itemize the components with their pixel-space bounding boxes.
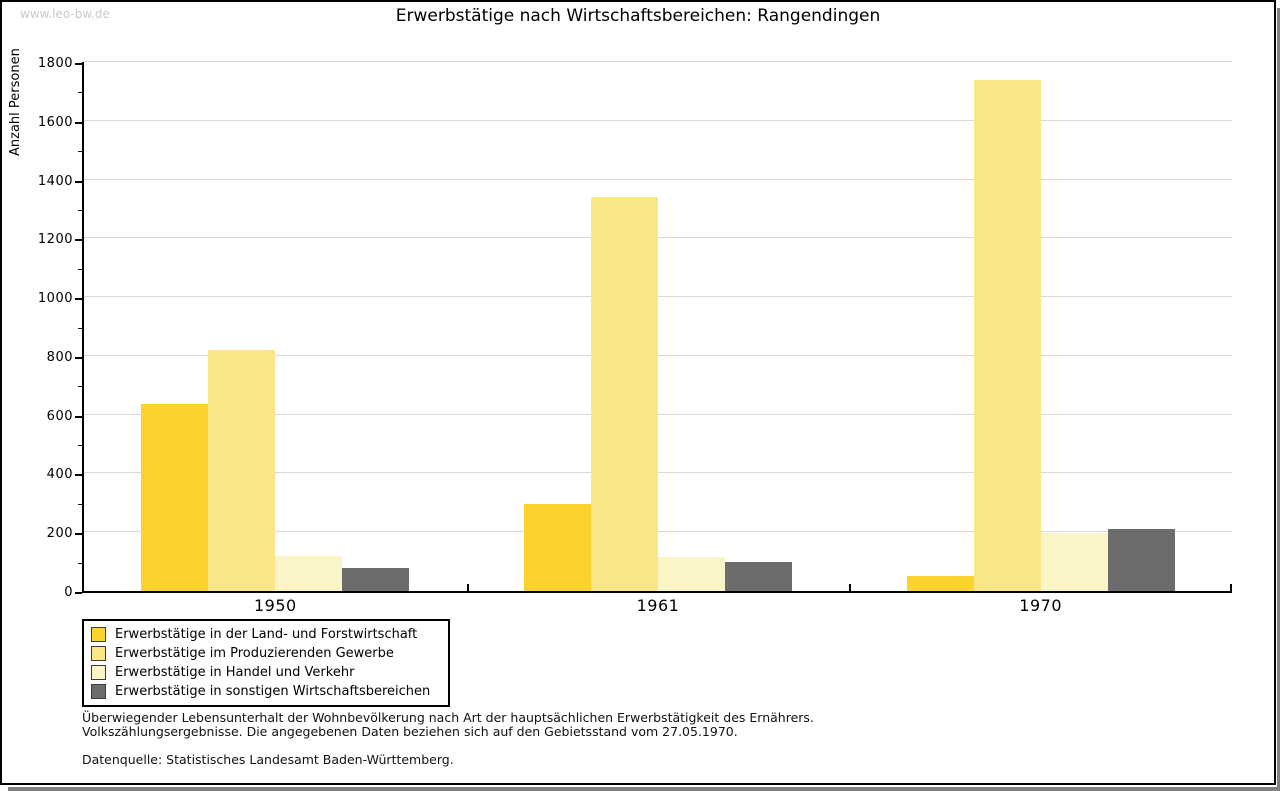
y-minor-tick bbox=[78, 327, 82, 329]
y-tick-label: 600 bbox=[46, 408, 73, 424]
gridline bbox=[84, 354, 1232, 356]
footer-line-2: Volkszählungsergebnisse. Die angegebenen… bbox=[82, 723, 738, 739]
y-tick bbox=[75, 592, 82, 594]
x-boundary-tick bbox=[849, 584, 852, 591]
bar bbox=[275, 556, 343, 591]
y-tick bbox=[75, 533, 82, 536]
y-minor-tick bbox=[78, 268, 82, 270]
y-axis: 0 200 400 600 800 1000 1200 1400 1600 1800 bbox=[2, 56, 82, 600]
y-tick-label: 200 bbox=[46, 526, 73, 542]
gridline bbox=[84, 61, 1232, 62]
watermark: www.leo-bw.de bbox=[20, 7, 110, 21]
footer: Überwiegender Lebensunterhalt der Wohnbe… bbox=[82, 711, 1182, 767]
bar bbox=[591, 197, 658, 591]
x-axis-labels: 1950 1961 1970 bbox=[84, 595, 1232, 617]
legend-label: Erwerbstätige im Produzierenden Gewerbe bbox=[115, 646, 394, 661]
x-tick-label: 1970 bbox=[1019, 596, 1063, 615]
bar bbox=[141, 404, 209, 591]
y-minor-tick bbox=[78, 151, 82, 153]
legend-label: Erwerbstätige in sonstigen Wirtschaftsbe… bbox=[115, 684, 431, 699]
gridline bbox=[84, 296, 1232, 298]
y-tick-label: 800 bbox=[46, 349, 73, 365]
y-minor-tick bbox=[78, 562, 82, 564]
x-boundary-tick bbox=[466, 584, 469, 591]
plot-area bbox=[82, 61, 1232, 593]
frame-shadow-bottom bbox=[8, 787, 1280, 791]
legend-swatch bbox=[91, 627, 106, 642]
bar bbox=[208, 350, 276, 591]
footer-source: Datenquelle: Statistisches Landesamt Bad… bbox=[82, 752, 454, 767]
legend-swatch bbox=[91, 684, 106, 699]
gridline bbox=[84, 472, 1232, 474]
legend-item: Erwerbstätige in der Land- und Forstwirt… bbox=[91, 625, 441, 644]
bar bbox=[906, 575, 974, 591]
frame-shadow-right bbox=[1277, 8, 1280, 791]
gridline bbox=[84, 413, 1232, 415]
y-tick bbox=[75, 180, 82, 183]
gridline bbox=[84, 531, 1232, 533]
bar bbox=[342, 567, 410, 591]
legend-label: Erwerbstätige in der Land- und Forstwirt… bbox=[115, 627, 418, 642]
legend-item: Erwerbstätige in sonstigen Wirtschaftsbe… bbox=[91, 682, 441, 701]
bar bbox=[658, 557, 725, 591]
bar bbox=[973, 79, 1041, 591]
bar bbox=[725, 561, 792, 591]
legend-swatch bbox=[91, 646, 106, 661]
footer-line-1: Überwiegender Lebensunterhalt der Wohnbe… bbox=[82, 710, 814, 725]
legend-item: Erwerbstätige in Handel und Verkehr bbox=[91, 663, 441, 682]
legend-item: Erwerbstätige im Produzierenden Gewerbe bbox=[91, 644, 441, 663]
y-minor-tick bbox=[78, 386, 82, 388]
chart-title: Erwerbstätige nach Wirtschaftsbereichen:… bbox=[395, 6, 881, 26]
gridline bbox=[84, 237, 1232, 239]
bar bbox=[524, 504, 591, 591]
y-minor-tick bbox=[78, 209, 82, 211]
y-minor-tick bbox=[78, 503, 82, 505]
y-tick-label: 1600 bbox=[37, 114, 73, 130]
legend-label: Erwerbstätige in Handel und Verkehr bbox=[115, 665, 355, 680]
x-tick-label: 1961 bbox=[636, 596, 680, 615]
bar bbox=[1040, 533, 1108, 591]
y-minor-tick bbox=[78, 445, 82, 447]
y-tick bbox=[75, 415, 82, 418]
y-tick bbox=[75, 121, 82, 124]
y-tick-label: 1800 bbox=[37, 56, 73, 71]
y-tick bbox=[75, 474, 82, 477]
legend: Erwerbstätige in der Land- und Forstwirt… bbox=[82, 619, 450, 707]
x-boundary-tick bbox=[1230, 584, 1232, 591]
y-tick bbox=[75, 356, 82, 359]
x-tick-label: 1950 bbox=[253, 596, 297, 615]
bar bbox=[1107, 528, 1175, 591]
y-minor-tick bbox=[78, 92, 82, 94]
y-tick bbox=[75, 63, 82, 65]
gridline bbox=[84, 119, 1232, 121]
y-tick bbox=[75, 239, 82, 242]
legend-swatch bbox=[91, 665, 106, 680]
y-tick-label: 0 bbox=[64, 585, 73, 600]
y-tick-label: 400 bbox=[46, 467, 73, 483]
gridline bbox=[84, 178, 1232, 180]
y-tick-label: 1000 bbox=[37, 291, 73, 307]
y-tick-label: 1200 bbox=[37, 232, 73, 248]
y-tick bbox=[75, 298, 82, 301]
y-tick-label: 1400 bbox=[37, 173, 73, 189]
